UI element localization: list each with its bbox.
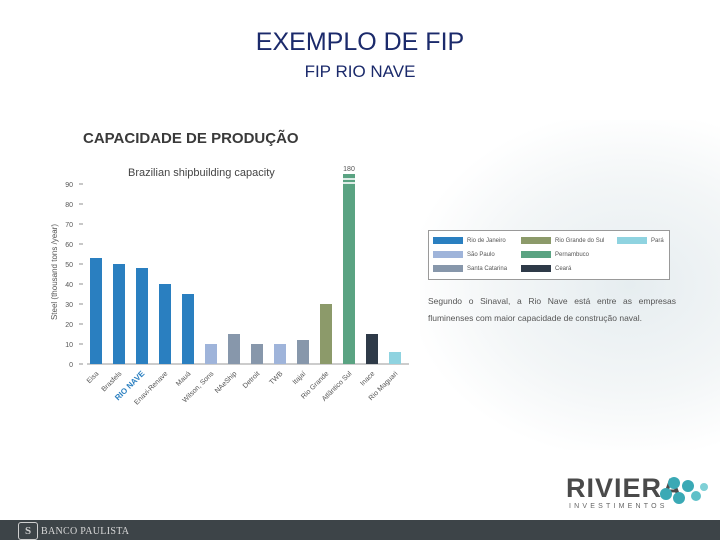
legend-swatch bbox=[521, 265, 551, 272]
riviera-logo: RIVIERA INVESTIMENTOS bbox=[566, 470, 708, 518]
logo-dots-icon bbox=[660, 477, 708, 504]
legend-swatch bbox=[521, 237, 551, 244]
legend-item: Ceará bbox=[521, 265, 571, 272]
section-title: CAPACIDADE DE PRODUÇÃO bbox=[83, 130, 299, 147]
bars-group: 180 bbox=[90, 166, 401, 364]
bar-chart: Brazilian shipbuilding capacity Steel (t… bbox=[50, 166, 409, 407]
y-tick-label: 20 bbox=[65, 322, 73, 329]
y-tick-label: 60 bbox=[65, 242, 73, 249]
y-axis: 0 10 20 30 40 50 60 70 80 90 bbox=[65, 182, 83, 369]
legend-swatch bbox=[617, 237, 647, 244]
y-tick-label: 70 bbox=[65, 222, 73, 229]
x-tick-label: TWB bbox=[268, 370, 284, 386]
legend-swatch bbox=[433, 265, 463, 272]
bar bbox=[113, 264, 125, 364]
chart-legend: Rio de Janeiro Rio Grande do Sul Pará São P… bbox=[428, 230, 670, 280]
y-tick-label: 90 bbox=[65, 182, 73, 189]
chart-title: Brazilian shipbuilding capacity bbox=[128, 167, 275, 179]
legend-item: Pará bbox=[617, 237, 664, 244]
legend-label: Pernambuco bbox=[555, 252, 590, 259]
y-tick-label: 40 bbox=[65, 282, 73, 289]
bar bbox=[205, 344, 217, 364]
bar bbox=[159, 284, 171, 364]
legend-item: Rio Grande do Sul bbox=[521, 237, 604, 244]
bar bbox=[90, 258, 102, 364]
logo-tagline: INVESTIMENTOS bbox=[569, 503, 668, 510]
legend-label: Ceará bbox=[555, 266, 572, 273]
legend-label: Pará bbox=[651, 238, 664, 245]
y-tick-label: 50 bbox=[65, 262, 73, 269]
x-tick-label: Mauá bbox=[175, 370, 192, 387]
legend-label: Rio Grande do Sul bbox=[555, 238, 605, 245]
bar-value-label: 180 bbox=[343, 166, 355, 173]
y-tick-label: 80 bbox=[65, 202, 73, 209]
bar bbox=[320, 304, 332, 364]
bar bbox=[251, 344, 263, 364]
legend-swatch bbox=[433, 237, 463, 244]
legend-swatch bbox=[433, 251, 463, 258]
x-tick-label: NAeShip bbox=[214, 370, 239, 395]
bar bbox=[228, 334, 240, 364]
legend-item: São Paulo bbox=[433, 251, 495, 258]
bar bbox=[343, 174, 355, 364]
legend-item: Santa Catarina bbox=[433, 265, 507, 272]
bank-name: BANCO PAULISTA bbox=[41, 525, 130, 537]
y-tick-label: 30 bbox=[65, 302, 73, 309]
legend-item: Rio de Janeiro bbox=[433, 237, 506, 244]
x-tick-label: Detroit bbox=[242, 370, 262, 390]
footer-bar bbox=[0, 520, 720, 540]
bar bbox=[389, 352, 401, 364]
legend-label: Rio de Janeiro bbox=[467, 238, 506, 245]
bank-emblem-icon: S bbox=[18, 522, 38, 540]
x-tick-label: Itajaí bbox=[292, 370, 308, 386]
legend-label: São Paulo bbox=[467, 252, 495, 259]
legend-label: Santa Catarina bbox=[467, 266, 508, 273]
bar bbox=[366, 334, 378, 364]
bar bbox=[274, 344, 286, 364]
background-gradient bbox=[420, 120, 720, 450]
note-text: Segundo o Sinaval, a Rio Nave está entre… bbox=[428, 296, 676, 323]
bar bbox=[182, 294, 194, 364]
legend-item: Pernambuco bbox=[521, 251, 589, 258]
bank-logo: S BANCO PAULISTA bbox=[18, 522, 129, 540]
y-tick-label: 0 bbox=[69, 362, 73, 369]
y-tick-label: 10 bbox=[65, 342, 73, 349]
x-tick-label: Inace bbox=[359, 370, 376, 387]
bar bbox=[136, 268, 148, 364]
legend-swatch bbox=[521, 251, 551, 258]
bar bbox=[297, 340, 309, 364]
x-tick-label: Eisa bbox=[86, 370, 101, 385]
y-axis-label: Steel (thousand tons /year) bbox=[50, 224, 59, 320]
page-title: EXEMPLO DE FIP bbox=[255, 28, 465, 56]
page-subtitle: FIP RIO NAVE bbox=[304, 62, 416, 81]
